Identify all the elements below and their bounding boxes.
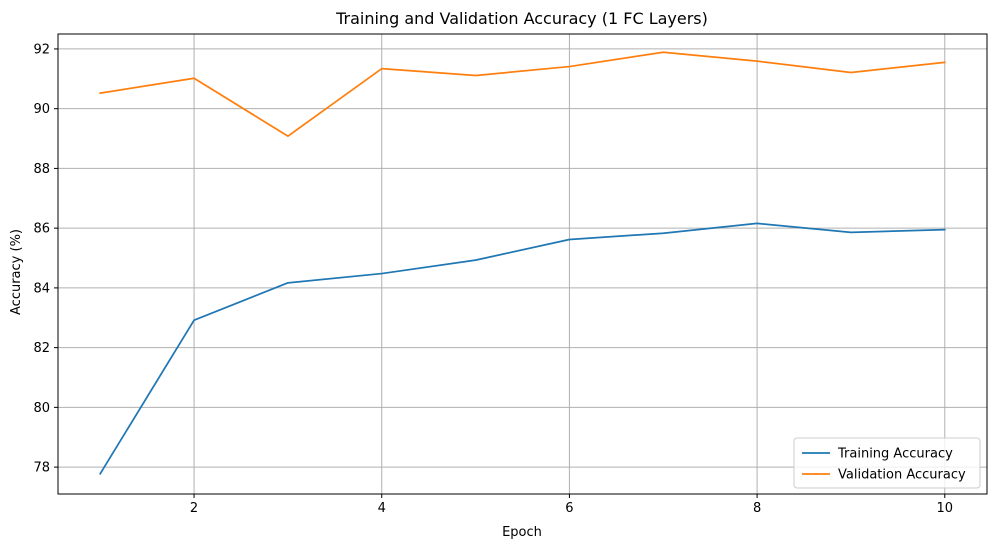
y-tick-label: 86 bbox=[33, 222, 50, 237]
legend-label: Training Accuracy bbox=[837, 447, 953, 462]
x-tick-label: 6 bbox=[565, 501, 573, 516]
legend: Training Accuracy Validation Accuracy bbox=[793, 437, 981, 489]
x-tick-label: 10 bbox=[936, 501, 953, 516]
y-tick-label: 82 bbox=[33, 341, 50, 356]
series-line-validation-accuracy bbox=[99, 51, 946, 138]
legend-label: Validation Accuracy bbox=[838, 468, 966, 483]
y-axis-label: Accuracy (%) bbox=[9, 229, 24, 315]
chart-title: Training and Validation Accuracy (1 FC L… bbox=[335, 9, 708, 28]
series-layer bbox=[99, 51, 946, 475]
series-line-training-accuracy bbox=[99, 222, 946, 475]
y-tick-label: 92 bbox=[33, 42, 50, 57]
legend-box bbox=[793, 437, 981, 489]
y-axis: 78 80 82 84 86 88 90 92 bbox=[33, 42, 58, 476]
x-tick-label: 2 bbox=[190, 501, 198, 516]
y-tick-label: 90 bbox=[33, 102, 50, 117]
y-tick-label: 88 bbox=[33, 162, 50, 177]
y-tick-label: 80 bbox=[33, 401, 50, 416]
plot-frame bbox=[57, 33, 988, 495]
x-axis-label: Epoch bbox=[502, 525, 542, 540]
x-tick-label: 4 bbox=[378, 501, 386, 516]
x-axis: 2 4 6 8 10 bbox=[190, 494, 953, 516]
x-tick-label: 8 bbox=[753, 501, 761, 516]
y-tick-label: 84 bbox=[33, 281, 50, 296]
grid bbox=[58, 34, 987, 494]
y-tick-label: 78 bbox=[33, 461, 50, 476]
